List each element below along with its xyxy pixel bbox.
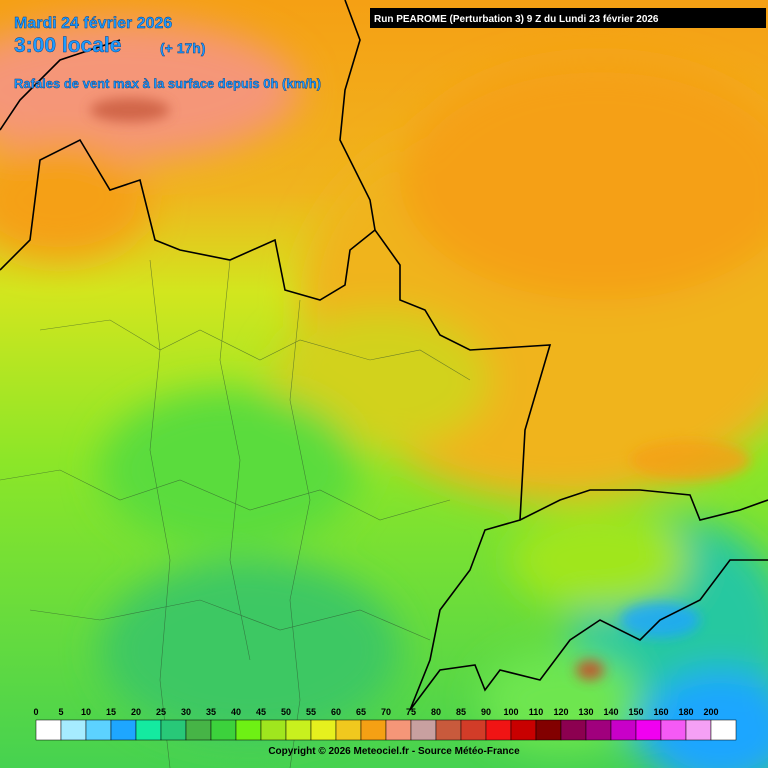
borders: [0, 0, 768, 711]
date: Mardi 24 février 2026: [14, 15, 172, 32]
legend-label: 100: [503, 707, 518, 717]
run: Run PEAROME (Perturbation 3) 9 Z du Lund…: [374, 14, 659, 25]
header: Mardi 24 février 2026 3:00 locale (+ 17h…: [14, 8, 766, 91]
legend-label: 150: [628, 707, 643, 717]
legend-swatch: [160, 719, 187, 741]
legend-label: 25: [156, 707, 166, 717]
legend-label: 30: [181, 707, 191, 717]
legend-swatch: [560, 719, 587, 741]
legend-swatch: [485, 719, 512, 741]
legend-swatch: [385, 719, 412, 741]
legend-swatch: [660, 719, 687, 741]
legend-swatch: [210, 719, 237, 741]
legend-label: 200: [703, 707, 718, 717]
legend-swatch: [85, 719, 112, 741]
legend-swatch: [260, 719, 287, 741]
legend-label: 55: [306, 707, 316, 717]
legend-label: 40: [231, 707, 241, 717]
legend-label: 160: [653, 707, 668, 717]
legend-label: 120: [553, 707, 568, 717]
legend-label: 90: [481, 707, 491, 717]
legend-swatch: [535, 719, 562, 741]
legend-swatch: [460, 719, 487, 741]
legend-label: 0: [33, 707, 38, 717]
legend-swatch: [635, 719, 662, 741]
legend-swatch: [610, 719, 637, 741]
legend-label: 50: [281, 707, 291, 717]
legend-swatch: [135, 719, 162, 741]
legend-swatch: [285, 719, 312, 741]
legend-label: 140: [603, 707, 618, 717]
legend-label: 70: [381, 707, 391, 717]
legend-swatch: [510, 719, 537, 741]
legend-swatch: [35, 719, 62, 741]
legend-label: 20: [131, 707, 141, 717]
regions: [0, 259, 471, 768]
legend-swatch: [60, 719, 87, 741]
legend: 0 5 10 15 20 25 30 35 40 45 50 55 60 65 70 75 80 85 90 100 1…: [33, 707, 737, 741]
legend-swatch: [435, 719, 462, 741]
legend-label: 110: [529, 707, 544, 717]
legend-label: 65: [356, 707, 366, 717]
legend-swatch: [185, 719, 212, 741]
legend-swatch: [110, 719, 137, 741]
legend-label: 45: [256, 707, 266, 717]
legend-label: 85: [456, 707, 466, 717]
legend-swatch: [335, 719, 362, 741]
legend-swatch: [710, 719, 737, 741]
legend-label: 80: [431, 707, 441, 717]
legend-swatch: [235, 719, 262, 741]
legend-swatch: [585, 719, 612, 741]
legend-swatch: [685, 719, 712, 741]
legend-label: 180: [678, 707, 693, 717]
legend-label: 75: [406, 707, 416, 717]
time: 3:00 locale: [14, 34, 121, 57]
legend-swatch: [310, 719, 337, 741]
legend-swatch: [360, 719, 387, 741]
parameter: Rafales de vent max à la surface depuis …: [14, 76, 321, 91]
legend-label: 60: [331, 707, 341, 717]
legend-label: 130: [578, 707, 593, 717]
legend-label: 35: [206, 707, 216, 717]
legend-label: 10: [81, 707, 91, 717]
legend-label: 15: [106, 707, 116, 717]
legend-label: 5: [58, 707, 63, 717]
legend-swatch: [410, 719, 437, 741]
copyright: Copyright © 2026 Meteociel.fr - Source M…: [268, 746, 520, 757]
offset: (+ 17h): [160, 40, 206, 56]
run-box: [370, 8, 766, 28]
